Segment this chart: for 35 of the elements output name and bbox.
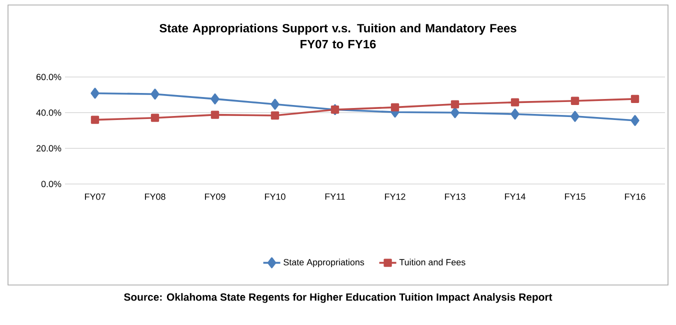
- point: [150, 114, 160, 122]
- y-tick-label: 40.0%: [36, 109, 62, 116]
- x-tick-label: FY07: [85, 193, 106, 200]
- point: [210, 110, 220, 119]
- x-tick-label: FY16: [625, 193, 646, 200]
- point: [570, 110, 580, 122]
- point: [630, 94, 640, 104]
- y-tick-label: 20.0%: [36, 145, 62, 152]
- point: [90, 116, 100, 124]
- point: [450, 100, 460, 108]
- point: [450, 107, 460, 118]
- point: [90, 88, 100, 99]
- x-tick-label: FY14: [505, 193, 526, 200]
- point: [510, 98, 520, 106]
- x-tick-label: FY10: [265, 193, 286, 200]
- point: [390, 103, 400, 112]
- y-tick-label: 60.0%: [36, 74, 62, 80]
- x-tick-label: FY11: [325, 193, 345, 200]
- x-tick-label: FY15: [565, 193, 586, 200]
- point: [630, 115, 640, 126]
- x-tick-label: FY08: [145, 193, 166, 200]
- legend-label: State Appropriations: [284, 258, 364, 268]
- y-tick-label: 0.0%: [41, 180, 62, 188]
- point: [150, 88, 160, 100]
- x-tick-label: FY12: [385, 193, 406, 200]
- source-note: Source: Oklahoma State Regents for Higher Education Tuition Impact Analysis Report: [124, 293, 552, 303]
- point: [570, 96, 580, 105]
- x-tick-label: FY13: [445, 193, 466, 200]
- point: [270, 111, 280, 120]
- x-tick-label: FY09: [205, 193, 226, 200]
- point: [510, 108, 520, 120]
- point: [270, 98, 280, 110]
- legend-label: Tuition and Fees: [399, 258, 466, 266]
- chart-title: State Appropriations Support v.s. Tuition and Mandatory Fees FY07 to FY16: [160, 24, 516, 48]
- point: [210, 93, 220, 104]
